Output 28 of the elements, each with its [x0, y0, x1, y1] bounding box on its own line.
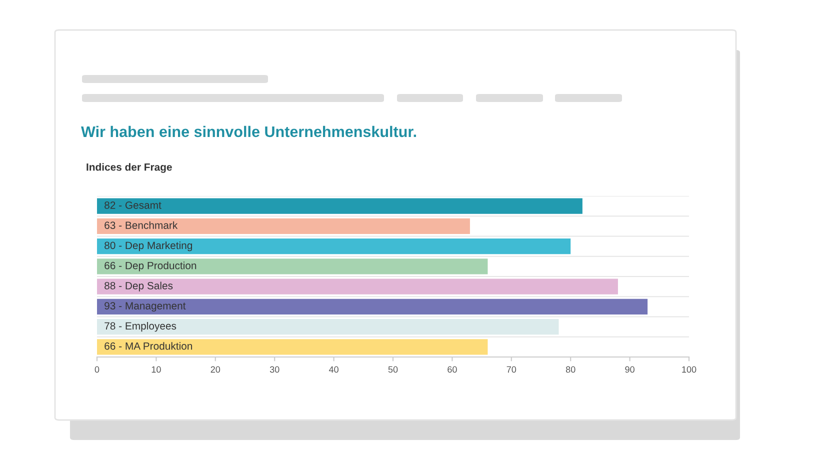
y-tick-label: 66 - MA Produktion — [104, 342, 192, 350]
bar — [97, 258, 488, 274]
x-tick-label: 10 — [152, 366, 161, 373]
x-tick-label: 20 — [210, 366, 220, 373]
bar — [97, 238, 571, 254]
bar — [97, 278, 618, 294]
x-tick-label: 0 — [94, 366, 100, 373]
y-tick-label: 82 - Gesamt — [104, 201, 162, 209]
bar — [97, 339, 488, 355]
chart-title: Wir haben eine sinnvolle Unternehmenskultur. — [81, 126, 416, 138]
x-tick-label: 80 — [566, 366, 576, 373]
x-tick-label: 40 — [328, 366, 338, 373]
y-tick-label: 88 - Dep Sales — [104, 282, 173, 292]
bar — [97, 298, 648, 315]
bar — [97, 198, 582, 214]
x-tick-label: 50 — [388, 366, 398, 373]
y-tick-label: 66 - Dep Production — [104, 262, 196, 272]
bar — [97, 218, 470, 234]
y-tick-label: 63 - Benchmark — [104, 221, 178, 229]
x-tick-label: 60 — [448, 366, 457, 373]
x-tick-label: 70 — [506, 366, 516, 373]
y-tick-label: 78 - Employees — [104, 322, 176, 332]
x-tick-label: 30 — [270, 366, 280, 373]
x-tick-label: 90 — [625, 366, 634, 373]
x-tick-label: 100 — [682, 366, 696, 373]
chart-subtitle: Indices der Frage — [86, 163, 172, 173]
y-tick-label: 80 - Dep Marketing — [104, 241, 192, 252]
y-tick-label: 93 - Management — [104, 302, 186, 312]
